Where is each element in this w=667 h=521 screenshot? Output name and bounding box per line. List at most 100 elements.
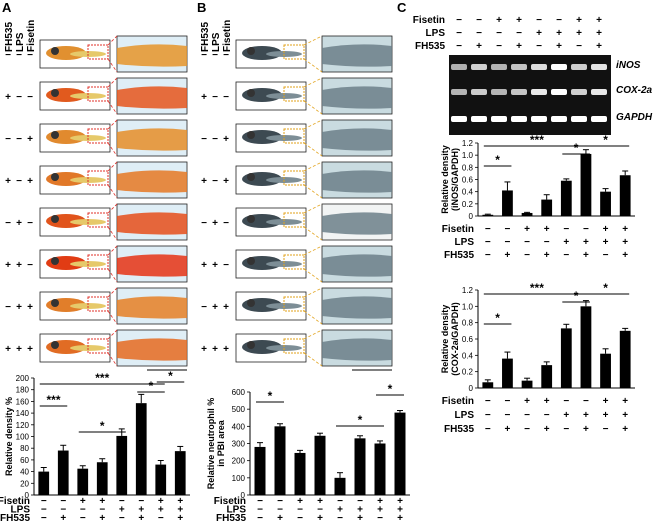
zoom-box — [283, 296, 305, 312]
gel-lane-sign: − — [496, 41, 502, 52]
bar — [354, 438, 366, 495]
gel-band-label-cox2a: COX-2a — [616, 85, 653, 96]
gel-band — [531, 89, 547, 95]
gel-header-fh535: FH535 — [415, 41, 445, 52]
condition-sign: + — [5, 176, 11, 187]
zoom-connector — [303, 226, 323, 241]
group-table-sign: − — [138, 496, 144, 507]
group-table-sign: − — [485, 410, 491, 421]
significance-mark: *** — [95, 371, 109, 385]
bar — [274, 426, 286, 495]
y-tick-label: 0.2 — [462, 368, 474, 377]
fish-zoom-body — [322, 254, 392, 277]
fish-zoom-body — [117, 128, 187, 151]
group-table-sign: − — [603, 250, 609, 261]
fish-zoom-body — [322, 44, 392, 67]
group-table-sign: + — [622, 424, 628, 435]
gel-band-label-gapdh: GAPDH — [616, 112, 653, 123]
group-table-label: LPS — [455, 237, 475, 248]
group-table-sign: + — [158, 505, 164, 516]
zoom-box — [87, 338, 109, 354]
panel-a-header-fh535: FH535 — [4, 22, 15, 52]
zoom-box — [283, 338, 305, 354]
significance-mark: * — [149, 379, 154, 393]
fish-zoom-body — [117, 338, 187, 361]
panel-a-header-lps: LPS — [15, 32, 26, 52]
group-table-sign: − — [524, 424, 530, 435]
group-table-sign: − — [524, 250, 530, 261]
gel-band — [591, 116, 607, 122]
condition-sign: − — [223, 92, 229, 103]
condition-sign: + — [27, 344, 33, 355]
condition-sign: + — [223, 134, 229, 145]
fish-zoom-body — [322, 338, 392, 361]
fish-zoom-body — [117, 254, 187, 277]
condition-sign: + — [27, 176, 33, 187]
zoom-connector — [303, 268, 323, 283]
group-table-sign: − — [563, 224, 569, 235]
gel-lane-sign: − — [576, 41, 582, 52]
bar — [482, 214, 494, 216]
group-table-sign: − — [563, 396, 569, 407]
fish-zoom-body — [117, 170, 187, 193]
fish-zoom-body — [117, 296, 187, 319]
condition-sign: + — [201, 344, 207, 355]
y-tick-label: 600 — [232, 388, 246, 397]
group-table-sign: + — [544, 224, 550, 235]
group-table-sign: + — [544, 250, 550, 261]
bar — [294, 452, 306, 495]
gel-band — [571, 116, 587, 122]
group-table-sign: − — [80, 505, 86, 516]
zoom-connector — [303, 310, 323, 325]
group-table-sign: + — [505, 250, 511, 261]
zoom-connector — [107, 352, 118, 367]
chart-a: 0 20 40 60 80 100 120 140 160 180 200 Relative dens… — [0, 369, 190, 521]
zoom-box — [283, 128, 305, 144]
zoom-connector — [107, 245, 118, 256]
group-table-sign: − — [41, 505, 47, 516]
bar — [57, 450, 69, 495]
fish-eye — [51, 47, 59, 55]
condition-sign: − — [201, 50, 207, 61]
condition-sign: + — [16, 302, 22, 313]
condition-sign: − — [5, 218, 11, 229]
group-table-sign: + — [177, 496, 183, 507]
y-axis-label: Relative density % — [4, 397, 14, 476]
gel-band — [451, 116, 467, 122]
condition-sign: − — [223, 218, 229, 229]
group-table-label: FH535 — [444, 424, 474, 435]
gel-band — [551, 89, 567, 95]
bar — [600, 353, 611, 388]
zoom-box — [283, 254, 305, 270]
condition-sign: − — [212, 50, 218, 61]
group-table-sign: − — [485, 396, 491, 407]
gel-lane-sign: + — [496, 15, 502, 26]
group-table-sign: + — [99, 513, 105, 521]
fish-zoom-body — [322, 86, 392, 109]
condition-sign: + — [212, 218, 218, 229]
y-tick-label: 0.6 — [462, 335, 474, 344]
group-table-sign: + — [297, 496, 303, 507]
condition-sign: + — [223, 302, 229, 313]
group-table-sign: + — [622, 396, 628, 407]
fish-eye — [247, 131, 255, 139]
gel-blot: Fisetin LPS FH535 − − + + − − + + − − − − + + + + − + − + − +… — [413, 15, 653, 135]
significance-mark: * — [603, 133, 608, 147]
group-table-sign: − — [563, 250, 569, 261]
y-tick-label: 0 — [25, 491, 30, 500]
bar — [521, 380, 533, 388]
fish-eye — [51, 89, 59, 97]
group-table-sign: + — [277, 513, 283, 521]
group-table-sign: − — [544, 237, 550, 248]
group-table-sign: − — [158, 513, 164, 521]
group-table-sign: − — [524, 410, 530, 421]
condition-sign: − — [16, 50, 22, 61]
bar — [116, 435, 128, 495]
zoom-connector — [107, 100, 118, 115]
gel-band — [571, 64, 587, 70]
group-table-label: LPS — [227, 505, 247, 516]
bar — [521, 212, 533, 216]
fish-eye — [51, 215, 59, 223]
bar — [174, 451, 186, 495]
bar — [502, 190, 513, 216]
